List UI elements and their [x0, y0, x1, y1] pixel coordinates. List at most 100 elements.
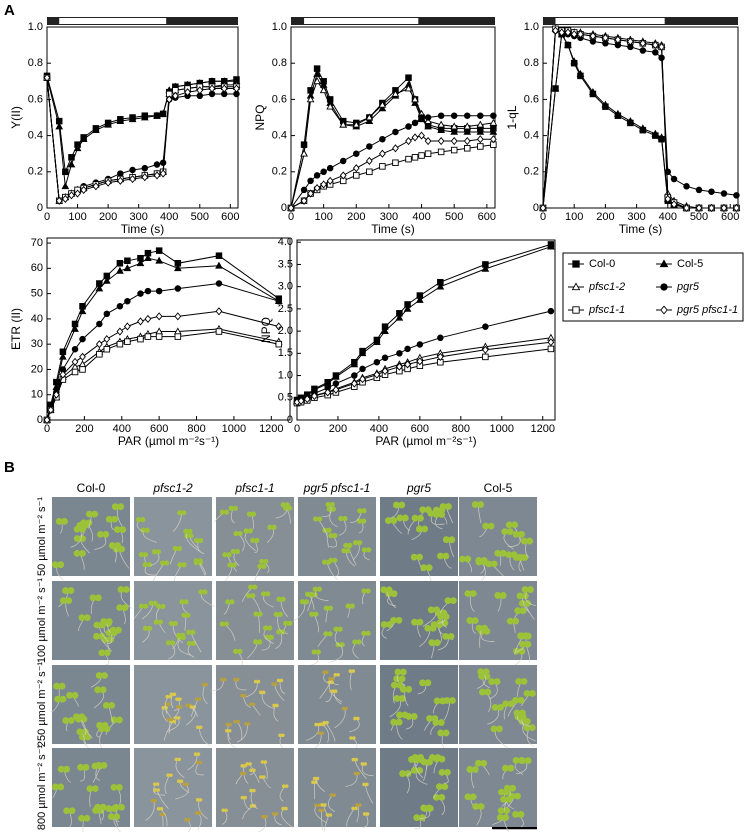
seedling-leaf: [496, 725, 503, 733]
seedling-leaf: [142, 561, 148, 568]
seedling-leaf: [196, 752, 201, 756]
marker-triangle: [55, 122, 64, 130]
seedling-leaf: [236, 719, 240, 724]
seedling-photo: [459, 497, 537, 576]
marker-triangle: [153, 111, 161, 119]
seedling-leaf: [248, 702, 253, 707]
seedling-leaf: [229, 599, 235, 605]
seedling-leaf: [152, 600, 158, 606]
plot-frame: [542, 26, 739, 209]
legend-label: pfsc1-2: [588, 281, 625, 293]
seedling-leaf: [496, 814, 504, 821]
seedling-leaf: [168, 620, 174, 627]
seedling-root: [227, 730, 236, 749]
marker-square: [300, 141, 308, 148]
series-line: [296, 341, 551, 403]
y-tick-label: 4.0: [278, 236, 293, 248]
marker-triangle: [67, 160, 76, 168]
seedling-leaf: [481, 558, 488, 566]
seedling-leaf: [79, 535, 87, 543]
marker-square: [103, 345, 111, 353]
seedling-leaf: [67, 587, 75, 594]
seedling-leaf: [330, 680, 334, 685]
seedling-leaf: [471, 766, 479, 773]
seedling-leaf: [142, 551, 149, 558]
seedling-leaf: [246, 593, 252, 599]
marker-triangle: [155, 256, 163, 264]
seedling-leaf: [225, 599, 231, 605]
seedling-leaf: [351, 806, 355, 811]
seedling-leaf: [261, 775, 266, 779]
seedling-leaf: [424, 624, 432, 632]
x-tick-label: 0: [44, 423, 50, 435]
marker-diamond: [297, 396, 305, 405]
seedling-leaf: [242, 693, 247, 698]
seedling-leaf: [518, 647, 526, 655]
seedling-leaf: [73, 713, 80, 721]
seedling-leaf: [516, 592, 524, 600]
series-line: [296, 243, 552, 401]
seedling-leaf: [94, 803, 101, 811]
seedling-leaf: [117, 586, 125, 593]
y-tick-label: 0.8: [28, 57, 43, 69]
seedling-leaf: [193, 752, 198, 756]
marker-square: [379, 163, 386, 170]
y-tick-label: 0: [287, 414, 293, 426]
y-tick-label: 0.6: [28, 93, 43, 105]
seedling-leaf: [146, 561, 152, 568]
seedling-leaf: [105, 805, 113, 812]
marker-circle: [418, 114, 425, 121]
seedling-leaf: [354, 757, 359, 762]
seedling-leaf: [528, 724, 536, 731]
seedling-leaf: [107, 636, 114, 643]
seedling-leaf: [66, 691, 73, 699]
marker-triangle: [626, 116, 635, 124]
seedling-leaf: [472, 803, 480, 810]
seedling-leaf: [458, 555, 466, 563]
seedling-leaf: [257, 563, 263, 569]
x-tick-label: 300: [130, 211, 148, 223]
marker-triangle: [59, 352, 67, 360]
marker-diamond: [47, 405, 55, 414]
y-tick-label: 70: [31, 237, 43, 249]
seedling-leaf: [256, 679, 261, 684]
seedling-leaf: [105, 629, 113, 637]
seedling-leaf: [257, 611, 263, 617]
x-tick-label: 300: [380, 211, 398, 223]
seedling-leaf: [426, 715, 433, 722]
seedling-leaf: [138, 551, 144, 558]
seedling-leaf: [314, 803, 318, 808]
seedling-leaf: [81, 728, 89, 736]
marker-diamond: [558, 28, 566, 37]
seedling-leaf: [166, 717, 171, 722]
seedling-leaf: [520, 537, 528, 545]
seedling-leaf: [271, 682, 275, 686]
seedling-leaf: [271, 812, 276, 816]
marker-diamond: [320, 180, 328, 189]
seedling-leaf: [271, 524, 277, 530]
seedling-leaf: [65, 597, 73, 604]
seedling-leaf: [156, 807, 161, 811]
seedling-leaf: [71, 691, 79, 699]
seedling-leaf: [248, 762, 252, 766]
seedling-leaf: [195, 798, 200, 802]
marker-square: [392, 159, 399, 166]
seedling-leaf: [322, 670, 326, 674]
seedling-photo: [216, 748, 294, 827]
legend-marker: [572, 260, 580, 268]
marker-triangle: [123, 264, 132, 272]
seedling-leaf: [392, 501, 400, 509]
seedling-leaf: [404, 770, 412, 777]
seedling-leaf: [329, 793, 334, 797]
seedling-leaf: [250, 537, 256, 543]
seedling-leaf: [312, 776, 317, 781]
marker-diamond: [208, 84, 216, 93]
marker-circle: [482, 323, 489, 330]
series-line: [46, 310, 279, 421]
seedling-root: [243, 765, 249, 784]
marker-circle: [159, 159, 167, 166]
seedling-leaf: [438, 793, 446, 801]
seedling-root: [356, 805, 360, 823]
seedling-leaf: [186, 629, 192, 635]
seedling-leaf: [313, 611, 319, 617]
